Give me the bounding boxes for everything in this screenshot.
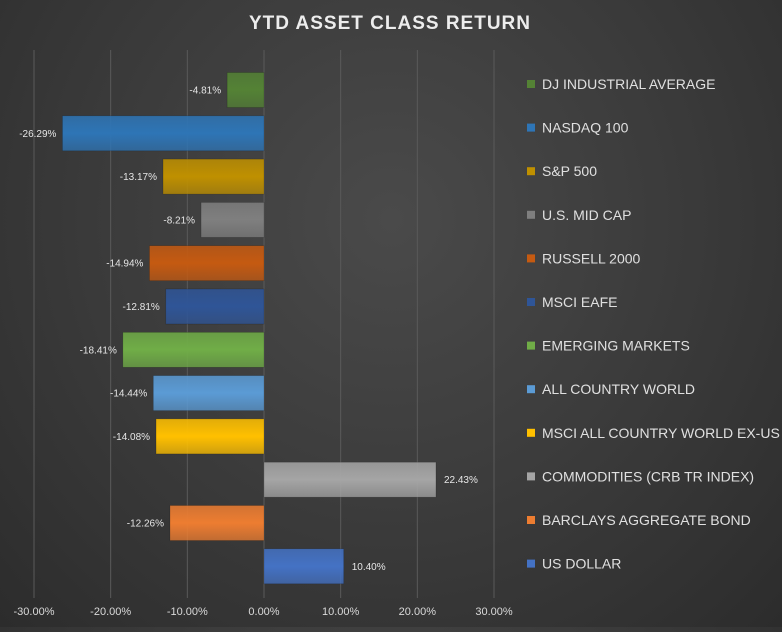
data-label: -18.41% [80, 345, 117, 356]
data-label: 10.40% [352, 562, 386, 573]
bar-12 [263, 548, 345, 585]
data-labels: -4.81% -26.29% -13.17% -8.21% -14.94% -12.81%… [19, 86, 478, 573]
legend-swatch [527, 428, 535, 437]
legend-entry: MSCI ALL COUNTRY WORLD EX-US [542, 425, 780, 441]
bar-9 [155, 418, 265, 455]
chart-title: YTD ASSET CLASS RETURN [249, 13, 531, 34]
bar-1 [226, 72, 265, 108]
x-axis: -30.00% -20.00% -10.00% 0.00% 10.00% 20.00% 30… [14, 606, 513, 618]
x-tick-label: 20.00% [399, 606, 437, 618]
legend-swatch [527, 123, 535, 132]
bar-2 [62, 115, 265, 152]
data-label: -12.26% [127, 519, 164, 530]
bar-10 [263, 461, 437, 498]
legend-entry: RUSSELL 2000 [542, 250, 641, 266]
x-tick-label: 10.00% [322, 606, 360, 618]
x-tick-label: 30.00% [475, 606, 513, 618]
data-label: -14.44% [110, 389, 147, 400]
data-label: -26.29% [19, 129, 56, 140]
legend-swatch [527, 210, 535, 219]
legend-swatch [527, 516, 535, 524]
data-label: -13.17% [120, 172, 157, 183]
legend-entry: NASDAQ 100 [542, 120, 629, 136]
bar-4 [200, 202, 265, 238]
data-label: -12.81% [123, 302, 160, 313]
bars [62, 72, 437, 585]
bar-3 [162, 158, 265, 195]
bar-7 [122, 331, 265, 368]
legend-swatch [527, 254, 535, 263]
x-tick-label: -30.00% [14, 606, 55, 618]
legend-entry: US DOLLAR [542, 556, 621, 572]
legend-entry: COMMODITIES (CRB TR INDEX) [542, 468, 754, 484]
bar-11 [169, 505, 265, 541]
data-label: -14.94% [106, 259, 143, 270]
legend-swatch [527, 472, 535, 481]
legend-entry: BARCLAYS AGGREGATE BOND [542, 512, 751, 528]
legend-entry: MSCI EAFE [542, 294, 617, 310]
bar-6 [165, 288, 265, 325]
data-label: -8.21% [163, 215, 195, 226]
x-tick-label: -10.00% [167, 606, 208, 618]
legend: DJ INDUSTRIAL AVERAGE NASDAQ 100 S&P 500 U.… [527, 76, 780, 572]
data-label: 22.43% [444, 475, 478, 486]
legend-entry: U.S. MID CAP [542, 207, 631, 223]
x-tick-label: -20.00% [90, 606, 131, 618]
legend-swatch [527, 298, 535, 306]
x-tick-label: 0.00% [248, 606, 279, 618]
legend-swatch [527, 80, 535, 88]
legend-entry: EMERGING MARKETS [542, 338, 690, 354]
legend-swatch [527, 559, 535, 568]
bar-8 [152, 375, 265, 411]
data-label: -14.08% [113, 432, 150, 443]
legend-entry: S&P 500 [542, 163, 597, 179]
legend-entry: DJ INDUSTRIAL AVERAGE [542, 76, 715, 92]
legend-entry: ALL COUNTRY WORLD [542, 381, 695, 397]
legend-swatch [527, 385, 535, 394]
data-label: -4.81% [189, 86, 221, 97]
legend-swatch [527, 167, 535, 176]
bar-5 [149, 245, 265, 281]
legend-swatch [527, 341, 535, 350]
